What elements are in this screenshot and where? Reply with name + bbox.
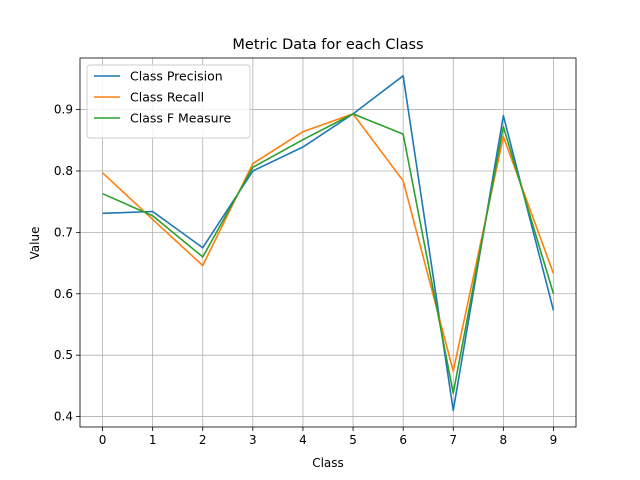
legend: Class Precision Class Recall Class F Measu…	[86, 64, 251, 139]
chart-title: Metric Data for each Class	[232, 37, 423, 53]
x-axis: 0 1 2 3 4 5 6 7 8 9	[99, 427, 558, 447]
x-tick-label: 0	[99, 433, 107, 447]
x-tick-label: 9	[550, 433, 558, 447]
legend-box	[86, 64, 251, 139]
series-line-2	[102, 113, 555, 372]
y-tick-label: 0.8	[54, 164, 73, 178]
y-tick-label: 0.9	[54, 103, 73, 117]
x-tick-label: 4	[299, 433, 307, 447]
x-tick-label: 5	[349, 433, 357, 447]
legend-label: Class Precision	[130, 69, 223, 84]
x-tick-label: 6	[399, 433, 407, 447]
x-tick-label: 3	[249, 433, 257, 447]
grid	[80, 58, 576, 427]
y-tick-label: 0.6	[54, 287, 73, 301]
legend-label: Class F Measure	[130, 111, 231, 126]
y-axis-label: Value	[28, 227, 42, 260]
y-tick-label: 0.4	[54, 410, 73, 424]
x-tick-label: 2	[199, 433, 207, 447]
y-axis: 0.4 0.5 0.6 0.7 0.8 0.9	[54, 103, 80, 424]
x-axis-label: Class	[312, 456, 344, 470]
plot-frame	[79, 57, 577, 428]
y-tick-label: 0.7	[54, 225, 73, 239]
legend-label: Class Recall	[130, 90, 204, 105]
series-lines	[102, 75, 555, 412]
x-tick-label: 1	[149, 433, 157, 447]
x-tick-label: 8	[500, 433, 508, 447]
x-tick-label: 7	[449, 433, 457, 447]
y-tick-label: 0.5	[54, 348, 73, 362]
series-line-3	[102, 113, 555, 395]
